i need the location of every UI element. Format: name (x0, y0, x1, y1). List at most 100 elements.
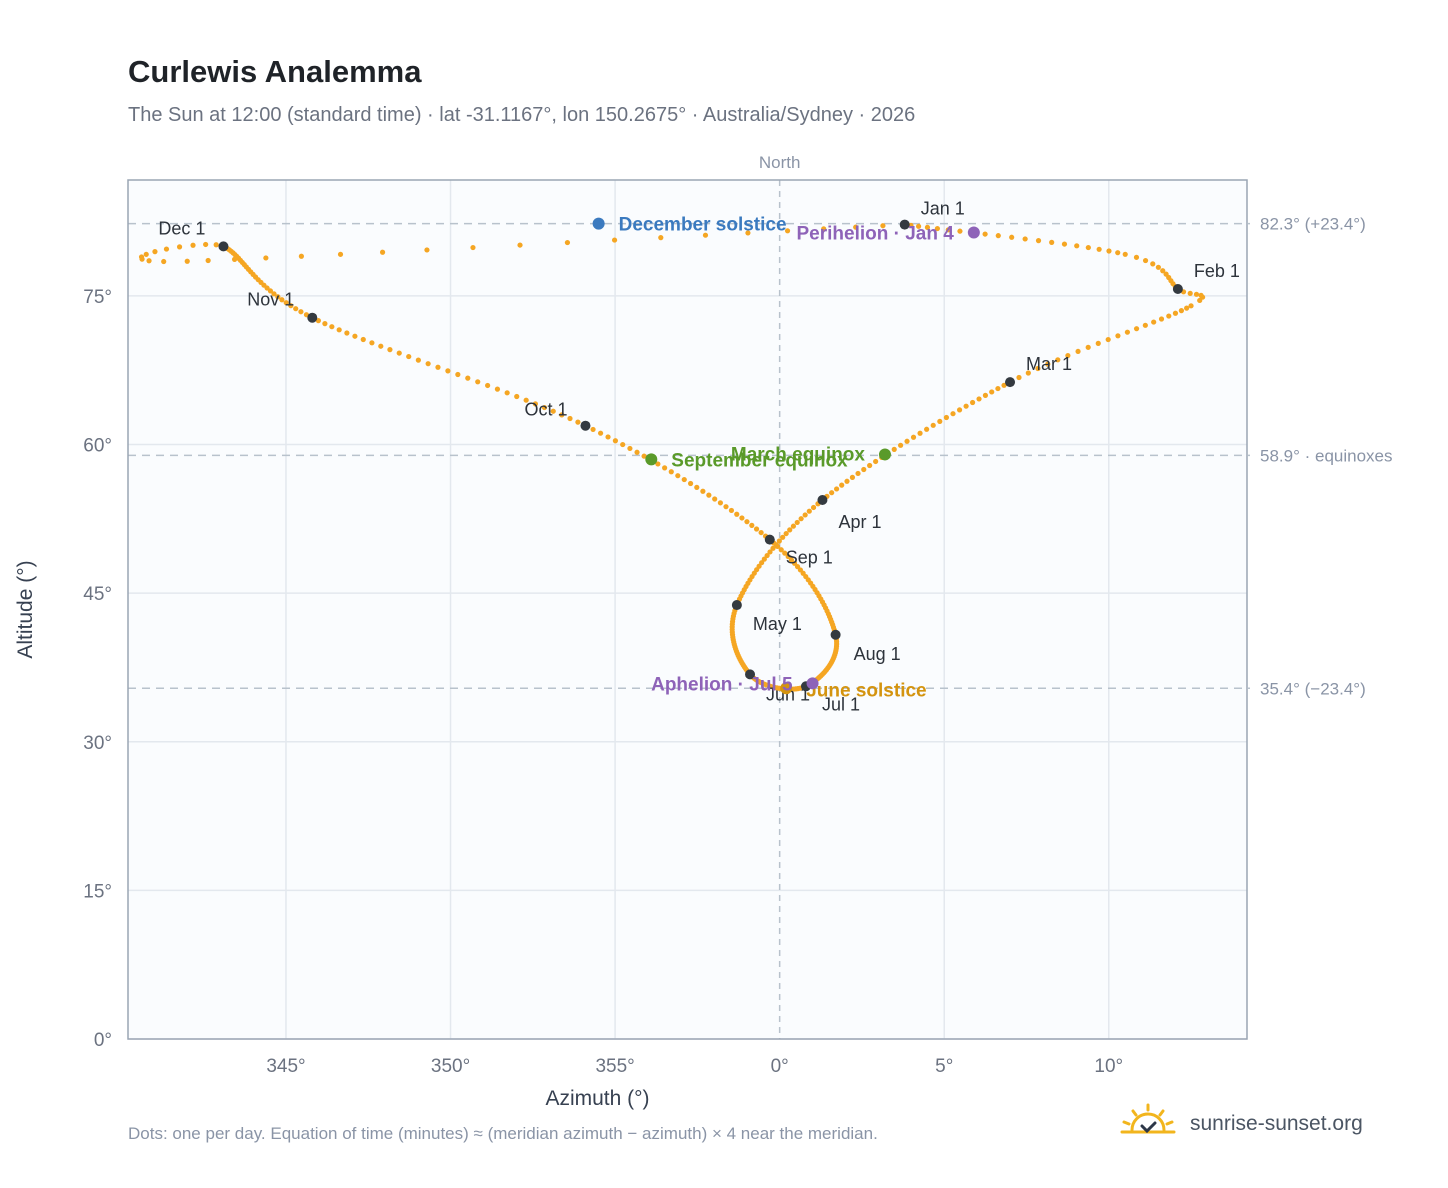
daily-sun-dot (767, 549, 773, 555)
daily-sun-dot (982, 392, 989, 398)
daily-sun-dot (930, 422, 936, 428)
daily-sun-dot (1105, 336, 1111, 343)
daily-sun-dot (541, 404, 548, 411)
daily-sun-dot (1022, 236, 1028, 242)
daily-sun-dot (829, 490, 835, 496)
x-axis-label: Azimuth (°) (545, 1087, 649, 1110)
event-marker-dot (780, 682, 793, 695)
month-marker-label: Jul 1 (822, 694, 860, 714)
daily-sun-dot (675, 473, 681, 479)
daily-sun-dot (406, 353, 412, 360)
x-tick-label: 10° (1094, 1056, 1123, 1077)
daily-sun-dot (734, 511, 740, 517)
daily-sun-dot (445, 368, 451, 374)
daily-sun-dot (504, 390, 510, 396)
daily-sun-dot (567, 415, 573, 422)
daily-sun-dot (517, 242, 523, 248)
event-marker-label: September equinox (671, 450, 848, 471)
month-marker-label: Jun 1 (766, 684, 810, 704)
daily-sun-dot (559, 412, 565, 418)
daily-sun-dot (957, 228, 963, 234)
month-marker-label: Aug 1 (854, 644, 901, 664)
month-marker-dot (745, 669, 756, 680)
daily-sun-dot (1142, 257, 1149, 264)
daily-sun-dot (1151, 319, 1157, 325)
daily-sun-dot (1188, 303, 1194, 309)
month-marker-dot (817, 495, 828, 506)
daily-sun-dot (976, 396, 982, 402)
event-marker-dot (967, 226, 980, 239)
daily-sun-dot (758, 529, 764, 536)
x-tick-label: 350° (431, 1056, 470, 1077)
daily-sun-dot (627, 445, 633, 452)
daily-sun-dot (203, 241, 209, 248)
daily-sun-dot (749, 522, 755, 528)
daily-sun-dot (1184, 305, 1190, 311)
event-marker-dot (645, 453, 658, 466)
daily-sun-dot (770, 545, 776, 551)
daily-sun-dot (1045, 361, 1051, 367)
daily-sun-dot (844, 478, 850, 484)
daily-sun-dot (917, 430, 923, 436)
daily-sun-dot (764, 552, 770, 559)
daily-sun-dot (612, 438, 619, 444)
daily-sun-dot (712, 496, 718, 502)
y-tick-label: 30° (83, 733, 112, 754)
daily-sun-dot (231, 256, 238, 262)
daily-sun-dot (658, 235, 664, 241)
daily-sun-dot (1158, 316, 1165, 322)
daily-sun-dot (298, 309, 304, 315)
daily-sun-dot (523, 397, 529, 403)
daily-sun-dot (485, 382, 491, 389)
month-marker-dot (307, 312, 318, 323)
daily-sun-dot (283, 300, 289, 306)
daily-sun-dot (1150, 261, 1156, 267)
daily-sun-dot (662, 465, 668, 471)
daily-sun-dot (802, 512, 808, 518)
daily-sun-dot (782, 550, 788, 556)
month-marker-label: Apr 1 (838, 512, 881, 532)
daily-sun-dot (415, 357, 421, 363)
daily-sun-dot (1096, 246, 1102, 252)
daily-sun-dot (550, 408, 556, 414)
month-marker-label: Mar 1 (1026, 354, 1072, 374)
daily-sun-dot (597, 430, 604, 436)
daily-sun-dot (897, 442, 904, 448)
daily-sun-dot (849, 474, 856, 480)
daily-sun-dot (161, 258, 167, 265)
daily-sun-dot (839, 482, 845, 488)
daily-sun-dot (915, 223, 922, 229)
daily-sun-dot (1065, 352, 1071, 359)
event-marker-label: Aphelion · Jul 5 (651, 674, 793, 695)
daily-sun-dot (873, 458, 879, 465)
daily-sun-dot (494, 386, 501, 392)
daily-sun-dot (275, 294, 281, 300)
month-marker-dot (1172, 283, 1183, 294)
daily-sun-dot (861, 466, 867, 473)
daily-sun-dot (1133, 326, 1140, 332)
daily-sun-dot (611, 237, 618, 243)
daily-sun-dot (1197, 297, 1203, 304)
y-tick-label: 60° (83, 436, 112, 457)
event-marker-dot (806, 677, 819, 690)
daily-sun-dot (378, 343, 384, 349)
daily-sun-dot (1055, 357, 1061, 363)
month-marker-dot (1005, 377, 1016, 388)
daily-sun-dot (620, 441, 626, 448)
daily-sun-dot (139, 256, 145, 262)
plot-frame (127, 179, 1248, 1040)
daily-sun-dot (205, 257, 211, 264)
brand-logo[interactable]: sunrise-sunset.org (1120, 1102, 1400, 1146)
daily-sun-dot (329, 324, 335, 330)
daily-sun-dot (785, 553, 791, 560)
month-marker-label: Dec 1 (158, 218, 205, 238)
month-marker-label: Oct 1 (524, 400, 567, 420)
daily-sun-dot (1035, 238, 1042, 244)
daily-sun-dot (298, 253, 304, 259)
chart-subtitle: The Sun at 12:00 (standard time) · lat -… (128, 104, 916, 126)
daily-sun-dot (425, 361, 431, 367)
daily-sun-dot (424, 247, 430, 253)
daily-sun-dot (1074, 243, 1080, 249)
event-marker-dot (878, 448, 891, 461)
daily-sun-dot (655, 461, 661, 467)
